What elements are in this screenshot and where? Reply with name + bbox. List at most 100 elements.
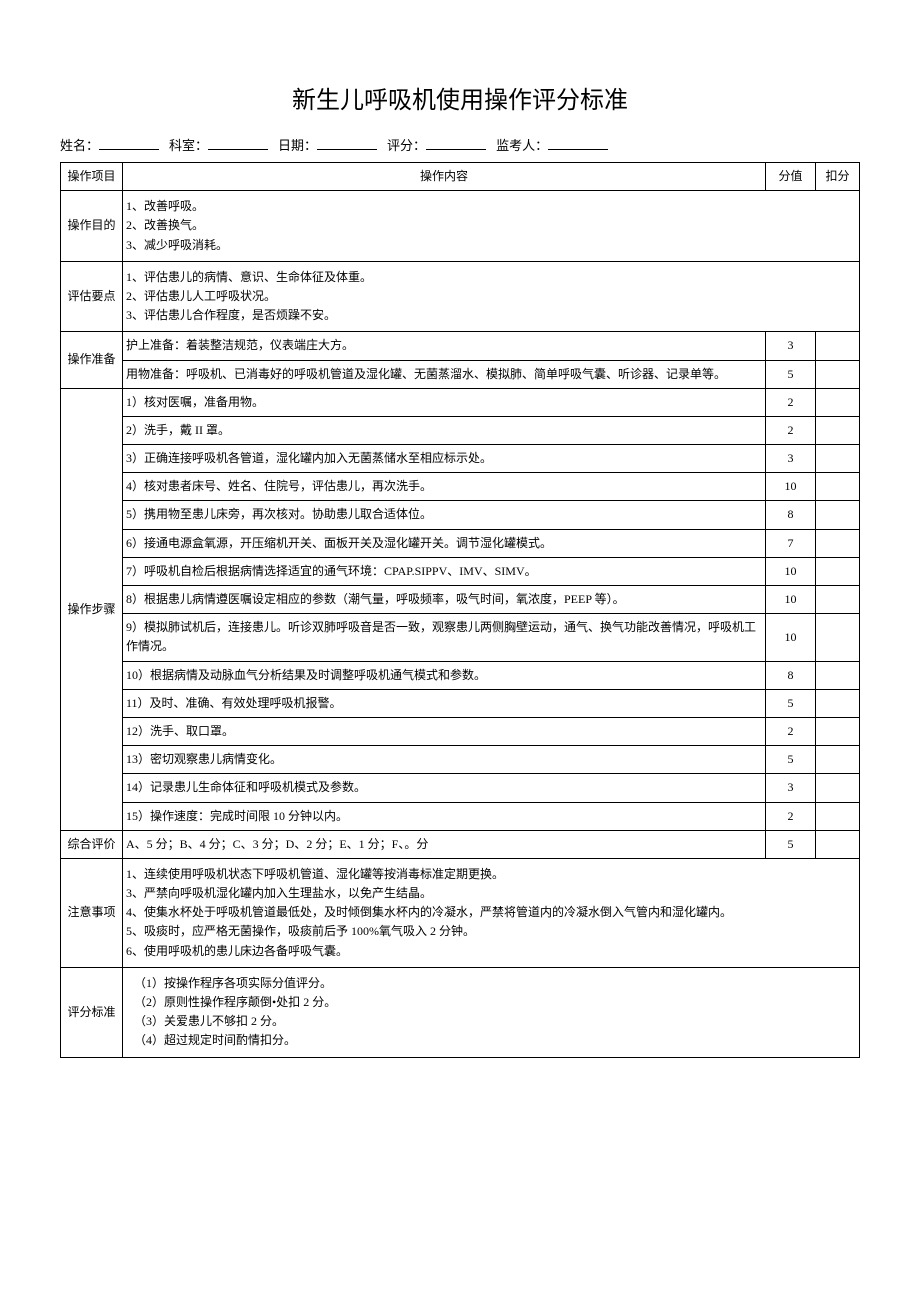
date-field: 日期： [278, 135, 377, 154]
dept-field: 科室： [169, 135, 268, 154]
header-score: 分值 [766, 163, 816, 191]
score-field: 评分： [387, 135, 486, 154]
content-cell: A、5 分；B、4 分；C、3 分；D、2 分；E、1 分；F、。分 [123, 830, 766, 858]
score-cell: 3 [766, 774, 816, 802]
score-cell: 3 [766, 445, 816, 473]
dept-label: 科室： [169, 135, 208, 154]
content-cell: 2）洗手，戴 II 罩。 [123, 416, 766, 444]
date-blank [317, 136, 377, 150]
table-row: 7）呼吸机自检后根据病情选择适宜的通气环境：CPAP.SIPPV、IMV、SIM… [61, 557, 860, 585]
deduct-cell [816, 332, 860, 360]
score-cell: 10 [766, 614, 816, 661]
content-cell: 12）洗手、取口罩。 [123, 717, 766, 745]
examiner-blank [548, 136, 608, 150]
header-category: 操作项目 [61, 163, 123, 191]
examiner-label: 监考人： [496, 135, 548, 154]
table-row: 13）密切观察患儿病情变化。5 [61, 746, 860, 774]
content-cell: 13）密切观察患儿病情变化。 [123, 746, 766, 774]
deduct-cell [816, 473, 860, 501]
content-cell: 10）根据病情及动脉血气分析结果及时调整呼吸机通气模式和参数。 [123, 661, 766, 689]
scoring-table: 操作项目 操作内容 分值 扣分 操作目的1、改善呼吸。2、改善换气。3、减少呼吸… [60, 162, 860, 1058]
name-label: 姓名： [60, 135, 99, 154]
table-row: 评估要点1、评估患儿的病情、意识、生命体征及体重。2、评估患儿人工呼吸状况。3、… [61, 261, 860, 332]
table-row: 用物准备：呼吸机、已消毒好的呼吸机管道及湿化罐、无菌蒸溜水、模拟肺、简单呼吸气囊… [61, 360, 860, 388]
table-row: 11）及时、准确、有效处理呼吸机报警。5 [61, 689, 860, 717]
content-cell: 11）及时、准确、有效处理呼吸机报警。 [123, 689, 766, 717]
content-cell: 9）模拟肺试机后，连接患儿。听诊双肺呼吸音是否一致，观察患儿两侧胸壁运动，通气、… [123, 614, 766, 661]
score-cell: 10 [766, 586, 816, 614]
score-cell: 7 [766, 529, 816, 557]
score-blank [426, 136, 486, 150]
score-cell: 2 [766, 416, 816, 444]
table-row: 4）核对患者床号、姓名、住院号，评估患儿，再次洗手。10 [61, 473, 860, 501]
content-cell: 7）呼吸机自检后根据病情选择适宜的通气环境：CPAP.SIPPV、IMV、SIM… [123, 557, 766, 585]
examiner-field: 监考人： [496, 135, 608, 154]
table-row: 12）洗手、取口罩。2 [61, 717, 860, 745]
score-cell: 2 [766, 717, 816, 745]
dept-blank [208, 136, 268, 150]
table-row: 6）接通电源盒氧源，开压缩机开关、面板开关及湿化罐开关。调节湿化罐模式。7 [61, 529, 860, 557]
content-cell: （1）按操作程序各项实际分值评分。（2）原则性操作程序颠倒•处扣 2 分。（3）… [123, 967, 860, 1057]
table-row: 14）记录患儿生命体征和呼吸机模式及参数。3 [61, 774, 860, 802]
content-cell: 4）核对患者床号、姓名、住院号，评估患儿，再次洗手。 [123, 473, 766, 501]
deduct-cell [816, 586, 860, 614]
score-cell: 5 [766, 360, 816, 388]
table-row: 3）正确连接呼吸机各管道，湿化罐内加入无菌蒸储水至相应标示处。3 [61, 445, 860, 473]
form-line: 姓名： 科室： 日期： 评分： 监考人： [60, 135, 860, 154]
content-cell: 用物准备：呼吸机、已消毒好的呼吸机管道及湿化罐、无菌蒸溜水、模拟肺、简单呼吸气囊… [123, 360, 766, 388]
header-row: 操作项目 操作内容 分值 扣分 [61, 163, 860, 191]
category-cell: 评估要点 [61, 261, 123, 332]
deduct-cell [816, 774, 860, 802]
deduct-cell [816, 445, 860, 473]
score-cell: 2 [766, 388, 816, 416]
deduct-cell [816, 689, 860, 717]
table-row: 5）携用物至患儿床旁，再次核对。协助患儿取合适体位。8 [61, 501, 860, 529]
name-blank [99, 136, 159, 150]
category-cell: 综合评价 [61, 830, 123, 858]
score-cell: 10 [766, 557, 816, 585]
header-content: 操作内容 [123, 163, 766, 191]
table-row: 2）洗手，戴 II 罩。2 [61, 416, 860, 444]
content-cell: 1、连续使用呼吸机状态下呼吸机管道、湿化罐等按消毒标准定期更换。3、严禁向呼吸机… [123, 858, 860, 967]
deduct-cell [816, 661, 860, 689]
score-label: 评分： [387, 135, 426, 154]
deduct-cell [816, 416, 860, 444]
content-cell: 3）正确连接呼吸机各管道，湿化罐内加入无菌蒸储水至相应标示处。 [123, 445, 766, 473]
table-row: 评分标准（1）按操作程序各项实际分值评分。（2）原则性操作程序颠倒•处扣 2 分… [61, 967, 860, 1057]
deduct-cell [816, 717, 860, 745]
deduct-cell [816, 388, 860, 416]
deduct-cell [816, 557, 860, 585]
score-cell: 5 [766, 830, 816, 858]
content-cell: 1、改善呼吸。2、改善换气。3、减少呼吸消耗。 [123, 191, 860, 262]
table-row: 注意事项1、连续使用呼吸机状态下呼吸机管道、湿化罐等按消毒标准定期更换。3、严禁… [61, 858, 860, 967]
date-label: 日期： [278, 135, 317, 154]
category-cell: 注意事项 [61, 858, 123, 967]
content-cell: 8）根据患儿病情遵医嘱设定相应的参数（潮气量，呼吸频率，吸气时间，氧浓度，PEE… [123, 586, 766, 614]
score-cell: 2 [766, 802, 816, 830]
deduct-cell [816, 529, 860, 557]
deduct-cell [816, 802, 860, 830]
category-cell: 操作步骤 [61, 388, 123, 830]
score-cell: 3 [766, 332, 816, 360]
content-cell: 护上准备：着装整洁规范，仪表端庄大方。 [123, 332, 766, 360]
header-deduct: 扣分 [816, 163, 860, 191]
deduct-cell [816, 746, 860, 774]
content-cell: 1）核对医嘱，准备用物。 [123, 388, 766, 416]
deduct-cell [816, 501, 860, 529]
page-title: 新生儿呼吸机使用操作评分标准 [60, 80, 860, 115]
content-cell: 14）记录患儿生命体征和呼吸机模式及参数。 [123, 774, 766, 802]
content-cell: 15）操作速度：完成时间限 10 分钟以内。 [123, 802, 766, 830]
table-row: 操作准备护上准备：着装整洁规范，仪表端庄大方。3 [61, 332, 860, 360]
score-cell: 10 [766, 473, 816, 501]
table-row: 综合评价A、5 分；B、4 分；C、3 分；D、2 分；E、1 分；F、。分5 [61, 830, 860, 858]
content-cell: 1、评估患儿的病情、意识、生命体征及体重。2、评估患儿人工呼吸状况。3、评估患儿… [123, 261, 860, 332]
score-cell: 8 [766, 501, 816, 529]
name-field: 姓名： [60, 135, 159, 154]
deduct-cell [816, 830, 860, 858]
content-cell: 6）接通电源盒氧源，开压缩机开关、面板开关及湿化罐开关。调节湿化罐模式。 [123, 529, 766, 557]
deduct-cell [816, 360, 860, 388]
category-cell: 操作准备 [61, 332, 123, 388]
table-row: 操作步骤1）核对医嘱，准备用物。2 [61, 388, 860, 416]
table-row: 15）操作速度：完成时间限 10 分钟以内。2 [61, 802, 860, 830]
table-row: 10）根据病情及动脉血气分析结果及时调整呼吸机通气模式和参数。8 [61, 661, 860, 689]
